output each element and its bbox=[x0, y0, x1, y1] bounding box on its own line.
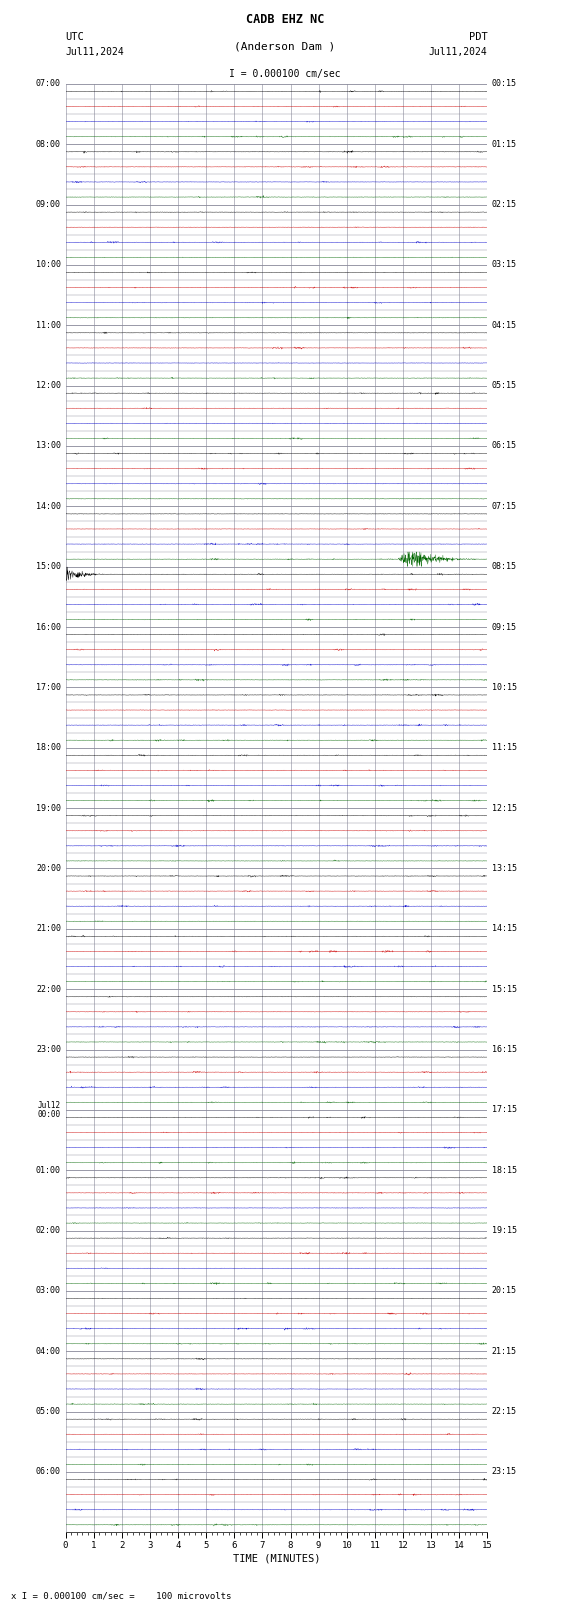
Text: 13:15: 13:15 bbox=[492, 865, 517, 873]
Text: 07:00: 07:00 bbox=[36, 79, 61, 89]
Text: 02:00: 02:00 bbox=[36, 1226, 61, 1236]
Text: 07:15: 07:15 bbox=[492, 502, 517, 511]
Text: 08:15: 08:15 bbox=[492, 563, 517, 571]
Text: 22:00: 22:00 bbox=[36, 984, 61, 994]
Text: 06:00: 06:00 bbox=[36, 1468, 61, 1476]
Text: 03:15: 03:15 bbox=[492, 260, 517, 269]
Text: (Anderson Dam ): (Anderson Dam ) bbox=[234, 42, 336, 52]
Text: 03:00: 03:00 bbox=[36, 1287, 61, 1295]
Text: Jul11,2024: Jul11,2024 bbox=[429, 47, 487, 56]
Text: 14:00: 14:00 bbox=[36, 502, 61, 511]
Text: 21:00: 21:00 bbox=[36, 924, 61, 934]
Text: Jul11,2024: Jul11,2024 bbox=[66, 47, 124, 56]
Text: 23:00: 23:00 bbox=[36, 1045, 61, 1053]
Text: 05:00: 05:00 bbox=[36, 1407, 61, 1416]
Text: 05:15: 05:15 bbox=[492, 381, 517, 390]
Text: 21:15: 21:15 bbox=[492, 1347, 517, 1357]
Text: x I = 0.000100 cm/sec =    100 microvolts: x I = 0.000100 cm/sec = 100 microvolts bbox=[11, 1590, 232, 1600]
Text: 06:15: 06:15 bbox=[492, 442, 517, 450]
Text: Jul12
00:00: Jul12 00:00 bbox=[38, 1100, 61, 1119]
Text: 04:15: 04:15 bbox=[492, 321, 517, 329]
Text: 04:00: 04:00 bbox=[36, 1347, 61, 1357]
Text: 01:15: 01:15 bbox=[492, 140, 517, 148]
Text: 09:00: 09:00 bbox=[36, 200, 61, 210]
Text: I = 0.000100 cm/sec: I = 0.000100 cm/sec bbox=[229, 69, 341, 79]
Text: 11:15: 11:15 bbox=[492, 744, 517, 752]
Text: 12:15: 12:15 bbox=[492, 803, 517, 813]
Text: 10:00: 10:00 bbox=[36, 260, 61, 269]
Text: 15:15: 15:15 bbox=[492, 984, 517, 994]
Text: CADB EHZ NC: CADB EHZ NC bbox=[246, 13, 324, 26]
Text: 17:00: 17:00 bbox=[36, 682, 61, 692]
Text: PDT: PDT bbox=[469, 32, 487, 42]
Text: 18:15: 18:15 bbox=[492, 1166, 517, 1174]
Text: 00:15: 00:15 bbox=[492, 79, 517, 89]
Text: 19:00: 19:00 bbox=[36, 803, 61, 813]
Text: 02:15: 02:15 bbox=[492, 200, 517, 210]
Text: 20:15: 20:15 bbox=[492, 1287, 517, 1295]
Text: 20:00: 20:00 bbox=[36, 865, 61, 873]
Text: 08:00: 08:00 bbox=[36, 140, 61, 148]
Text: UTC: UTC bbox=[66, 32, 84, 42]
Text: 17:15: 17:15 bbox=[492, 1105, 517, 1115]
Text: 10:15: 10:15 bbox=[492, 682, 517, 692]
Text: 23:15: 23:15 bbox=[492, 1468, 517, 1476]
Text: 12:00: 12:00 bbox=[36, 381, 61, 390]
Text: 09:15: 09:15 bbox=[492, 623, 517, 632]
Text: 18:00: 18:00 bbox=[36, 744, 61, 752]
X-axis label: TIME (MINUTES): TIME (MINUTES) bbox=[233, 1553, 320, 1565]
Text: 11:00: 11:00 bbox=[36, 321, 61, 329]
Text: 01:00: 01:00 bbox=[36, 1166, 61, 1174]
Text: 14:15: 14:15 bbox=[492, 924, 517, 934]
Text: 16:00: 16:00 bbox=[36, 623, 61, 632]
Text: 19:15: 19:15 bbox=[492, 1226, 517, 1236]
Text: 15:00: 15:00 bbox=[36, 563, 61, 571]
Text: 22:15: 22:15 bbox=[492, 1407, 517, 1416]
Text: 13:00: 13:00 bbox=[36, 442, 61, 450]
Text: 16:15: 16:15 bbox=[492, 1045, 517, 1053]
